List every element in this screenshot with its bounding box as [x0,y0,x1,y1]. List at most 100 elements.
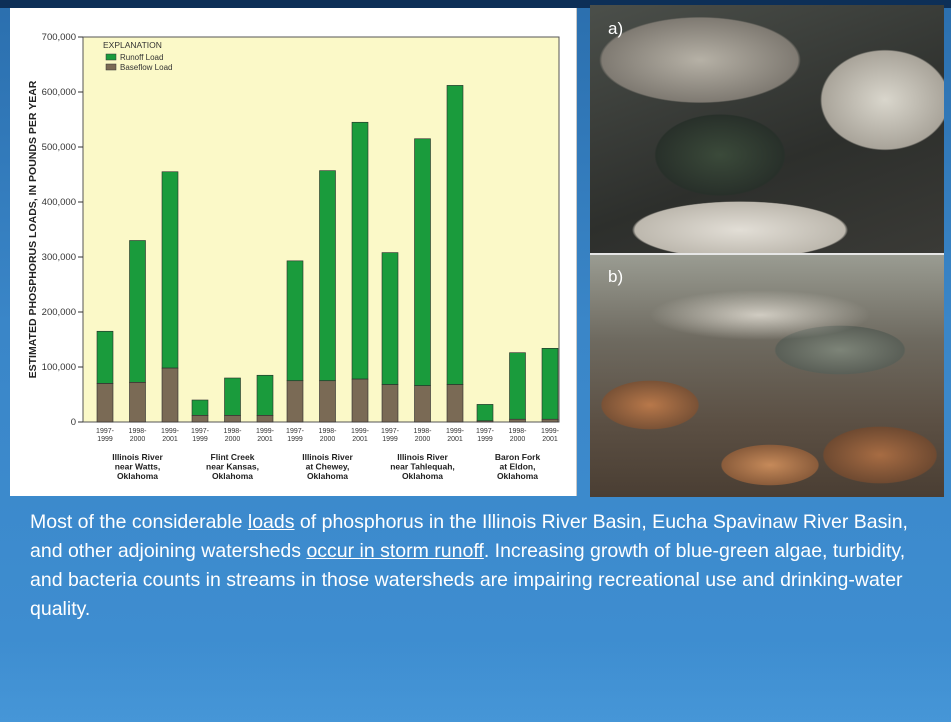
photo-a-label: a) [608,19,624,38]
x-tick-label-period: 2001 [257,436,273,443]
x-tick-label-period: 1999- [256,428,275,435]
caption-text: Most of the considerable loads of phosph… [30,508,940,624]
x-tick-label-period: 1997- [191,428,210,435]
x-group-label: near Kansas, [206,462,259,472]
x-group-label: Oklahoma [497,471,538,481]
legend-title: EXPLANATION [103,40,162,50]
bar-runoff-load [129,240,146,383]
x-tick-label-period: 1997- [476,428,495,435]
bar-runoff-load [286,260,304,382]
legend-entry: Baseflow Load [120,63,172,72]
bar-runoff-load [224,377,241,416]
x-group-label: near Watts, [115,462,161,472]
x-tick-label-period: 1998- [414,428,433,435]
photo-b-turbid-streambed [590,255,944,497]
bar-runoff-load [509,352,526,420]
bar-runoff-load [319,170,336,382]
y-tick-label: 300,000 [42,252,76,263]
legend-swatch [105,63,117,71]
caption-underline-storm-runoff: occur in storm runoff [306,540,484,562]
x-tick-label-period: 1999 [477,436,493,443]
bar-runoff-load [351,121,369,380]
x-group-label: at Chewey, [306,462,350,472]
x-tick-label-period: 2001 [162,436,178,443]
bar-runoff-load [414,138,431,386]
bar-baseflow-load [509,418,526,423]
bar-baseflow-load [351,378,369,423]
x-tick-label-period: 2000 [415,436,431,443]
x-tick-label-period: 1999 [192,436,208,443]
bar-baseflow-load [161,367,179,423]
x-group-label: at Eldon, [500,462,536,472]
x-tick-label-period: 1997- [286,428,305,435]
bar-baseflow-load [414,385,431,423]
bar-baseflow-load [541,418,559,423]
y-tick-label: 200,000 [42,307,76,318]
y-tick-label: 100,000 [42,362,76,373]
x-group-label: Illinois River [397,452,448,462]
photo-panel: a) b) [590,5,944,497]
x-tick-label-period: 2000 [320,436,336,443]
x-tick-label-period: 1999- [446,428,465,435]
y-tick-label: 600,000 [42,87,76,98]
x-group-label: Oklahoma [117,471,158,481]
x-tick-label-period: 1999- [541,428,560,435]
caption-part-3: . Increasing growth of blue-green algae,… [30,540,906,620]
bar-baseflow-load [286,380,304,423]
y-axis-label: ESTIMATED PHOSPHORUS LOADS, IN POUNDS PE… [27,80,39,378]
x-group-label: near Tahlequah, [390,462,455,472]
x-tick-label-period: 1999- [161,428,180,435]
bar-baseflow-load [319,380,336,423]
x-tick-label-period: 1999- [351,428,370,435]
bar-runoff-load [446,85,464,385]
photo-divider [590,253,944,255]
bar-runoff-load [191,399,209,416]
y-tick-label: 500,000 [42,142,76,153]
x-tick-label-period: 1997- [96,428,115,435]
phosphorus-load-chart: 0 100,000 200,000 300,000 400,000 500,000 600,… [27,32,560,481]
bottom-glow [0,640,951,722]
bar-runoff-load [161,171,179,369]
bar-runoff-load [96,330,114,384]
x-group-label: Oklahoma [307,471,348,481]
x-tick-label-period: 2000 [225,436,241,443]
photo-b-label: b) [608,267,624,286]
x-tick-label-period: 1999 [382,436,398,443]
bar-baseflow-load [96,383,114,423]
bar-baseflow-load [224,415,241,423]
x-tick-label-period: 1999 [97,436,113,443]
caption-part-2: of phosphorus in the Illinois River Basi… [30,511,908,562]
y-tick-label: 0 [71,417,76,428]
chart-panel: 0 100,000 200,000 300,000 400,000 500,000 600,… [10,8,577,496]
x-group-label: Baron Fork [495,452,541,462]
photo-a-algae-rocks [590,5,944,253]
bar-baseflow-load [256,415,274,423]
caption-underline-loads: loads [247,511,295,533]
bar-baseflow-load [191,415,209,423]
y-tick-label: 400,000 [42,197,76,208]
bar-baseflow-load [381,384,399,423]
top-band [0,0,951,8]
x-tick-label-period: 1997- [381,428,400,435]
x-tick-label-period: 1999 [287,436,303,443]
x-group-label: Oklahoma [402,471,443,481]
bar-baseflow-load [446,384,464,423]
bar-baseflow-load [476,420,494,423]
x-tick-label-period: 2001 [447,436,463,443]
x-group-label: Oklahoma [212,471,253,481]
bar-runoff-load [476,404,494,422]
x-tick-label-period: 1998- [224,428,243,435]
legend-entry: Runoff Load [120,53,163,62]
legend-swatch [105,53,117,61]
x-tick-label-period: 1998- [319,428,338,435]
x-tick-label-period: 1998- [129,428,148,435]
x-tick-label-period: 1998- [509,428,528,435]
bar-runoff-load [541,347,559,420]
y-tick-label: 700,000 [42,32,76,43]
x-tick-label-period: 2001 [352,436,368,443]
caption-part-1: Most of the considerable [30,511,248,533]
x-tick-label-period: 2000 [130,436,146,443]
bar-baseflow-load [129,382,146,423]
bar-runoff-load [256,374,274,416]
x-group-label: Flint Creek [211,452,255,462]
